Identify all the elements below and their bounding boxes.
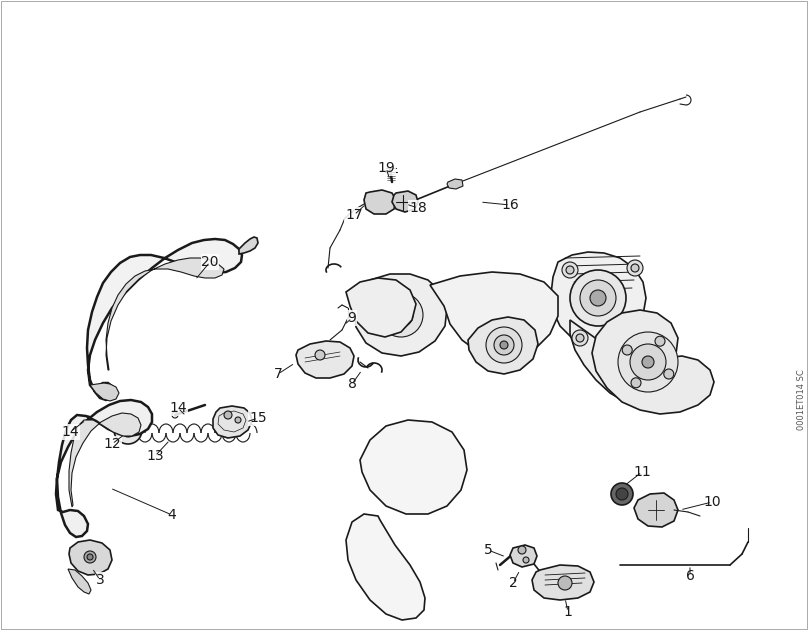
Text: 5: 5 [484,543,493,557]
Polygon shape [532,565,594,600]
Circle shape [389,303,413,327]
Polygon shape [68,569,91,594]
Text: 6: 6 [685,569,694,583]
Polygon shape [213,406,252,438]
Polygon shape [296,341,354,378]
Text: 15: 15 [249,411,267,425]
Text: 1: 1 [564,605,573,619]
Polygon shape [90,383,119,401]
Circle shape [580,280,616,316]
Circle shape [664,369,674,379]
Text: 14: 14 [61,425,78,439]
Text: 20: 20 [201,255,218,269]
Circle shape [627,260,643,276]
Circle shape [631,378,641,388]
Text: 12: 12 [104,437,121,451]
Circle shape [486,327,522,363]
Circle shape [618,332,678,392]
Polygon shape [570,320,712,408]
Polygon shape [634,493,678,527]
Polygon shape [56,400,152,537]
Circle shape [121,423,135,437]
Polygon shape [447,179,463,189]
Polygon shape [392,191,418,212]
Circle shape [518,546,526,554]
Circle shape [622,345,632,355]
Circle shape [494,335,514,355]
Circle shape [655,336,665,346]
Circle shape [396,310,406,320]
Text: 18: 18 [409,201,427,215]
Circle shape [114,416,142,444]
Circle shape [572,330,588,346]
Text: 16: 16 [501,198,519,212]
Polygon shape [239,237,258,254]
Circle shape [630,344,666,380]
Circle shape [500,341,508,349]
Circle shape [590,290,606,306]
Text: 4: 4 [167,508,176,522]
Text: 11: 11 [633,465,651,479]
Polygon shape [364,190,396,214]
Circle shape [616,488,628,500]
Polygon shape [430,272,558,358]
Circle shape [642,356,654,368]
Text: 19: 19 [377,161,395,175]
Polygon shape [69,540,112,575]
Circle shape [84,551,96,563]
Polygon shape [346,514,425,620]
Polygon shape [106,258,224,370]
Text: 13: 13 [146,449,163,463]
Text: 14: 14 [169,401,187,415]
Circle shape [631,264,639,272]
Circle shape [576,334,584,342]
Polygon shape [551,252,646,344]
Text: 9: 9 [348,311,357,325]
Text: 7: 7 [273,367,282,381]
Text: 0001ET014 SC: 0001ET014 SC [798,370,807,430]
Circle shape [640,322,656,338]
Circle shape [558,576,572,590]
Polygon shape [360,420,467,514]
Circle shape [644,326,652,334]
Polygon shape [468,317,538,374]
Text: 3: 3 [95,573,104,587]
Text: 10: 10 [703,495,721,509]
Polygon shape [346,278,416,337]
Circle shape [562,262,578,278]
Circle shape [87,554,93,560]
Circle shape [566,266,574,274]
Polygon shape [510,545,537,567]
Polygon shape [87,239,242,400]
Circle shape [523,557,529,563]
Circle shape [315,350,325,360]
Polygon shape [354,274,447,356]
Circle shape [570,270,626,326]
Polygon shape [69,413,141,507]
Circle shape [224,411,232,419]
Text: 17: 17 [345,208,362,222]
Circle shape [611,483,633,505]
Circle shape [235,417,241,423]
Polygon shape [592,310,714,414]
Circle shape [379,293,423,337]
Text: 2: 2 [509,576,518,590]
Text: 8: 8 [348,377,357,391]
